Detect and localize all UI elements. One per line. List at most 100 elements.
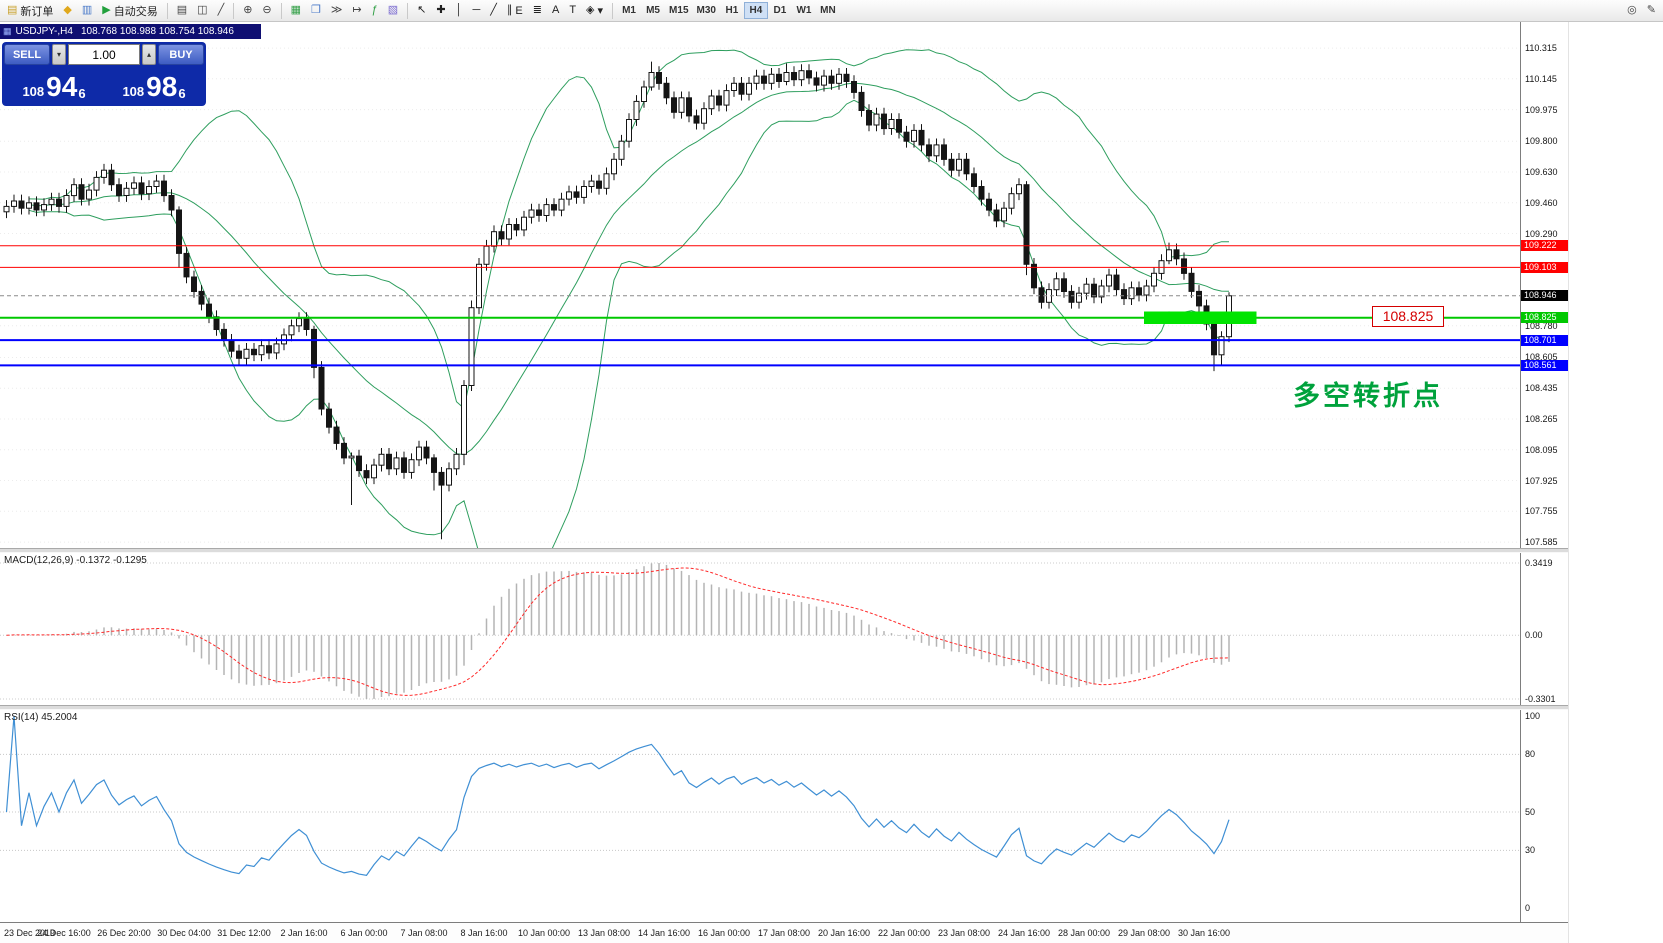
time-axis-label: 24 Dec 16:00 <box>37 928 91 938</box>
chart-shift-button[interactable]: ↦ <box>347 2 366 20</box>
tile-windows-button[interactable]: ▦ <box>286 2 306 20</box>
symbol-title: USDJPY-,H4 <box>15 26 73 37</box>
timeframe-m15-button[interactable]: M15 <box>665 2 692 19</box>
price-tick: 109.975 <box>1525 105 1558 115</box>
sell-price-display[interactable]: 108 94 6 <box>22 71 86 102</box>
label-button[interactable]: T <box>564 2 581 20</box>
timeframe-m1-button[interactable]: M1 <box>617 2 641 19</box>
timeframe-w1-button[interactable]: W1 <box>792 2 816 19</box>
candles-button[interactable]: ◫ <box>192 2 212 20</box>
cursor-icon: ↖ <box>417 4 427 16</box>
indicators-button[interactable]: ƒ <box>367 2 383 20</box>
time-axis-label: 30 Dec 04:00 <box>157 928 211 938</box>
cascade-windows-button[interactable]: ❐ <box>306 2 326 20</box>
timeframe-mn-button[interactable]: MN <box>816 2 840 19</box>
rsi-scale-value: 50 <box>1525 807 1536 817</box>
vertical-line-button[interactable]: │ <box>451 2 468 20</box>
label-icon: T <box>569 4 577 16</box>
time-axis-label: 6 Jan 00:00 <box>340 928 388 938</box>
toolbar-separator <box>280 2 282 19</box>
symbol-bar: ▦ USDJPY-,H4 108.768 108.988 108.754 108… <box>0 24 261 39</box>
quick-edit-button[interactable]: ✎ <box>1642 2 1661 20</box>
price-tick: 108.095 <box>1525 445 1558 455</box>
sell-button[interactable]: SELL <box>4 44 50 65</box>
zoom-in-button[interactable]: ⊕ <box>238 2 257 20</box>
panel-splitter[interactable] <box>0 705 1568 710</box>
indicators-icon: ƒ <box>371 4 378 16</box>
timeframe-m30-button[interactable]: M30 <box>693 2 720 19</box>
price-tick: 107.755 <box>1525 506 1558 516</box>
line-chart-icon: ╱ <box>217 4 225 16</box>
window-right-margin <box>1568 22 1663 943</box>
cascade-windows-icon: ❐ <box>311 4 321 16</box>
rsi-panel: RSI(14) 45.2004 100 80 50 30 0 <box>0 710 1568 922</box>
rsi-canvas[interactable] <box>0 710 1520 922</box>
timeframe-m5-button[interactable]: M5 <box>641 2 665 19</box>
line-chart-button[interactable]: ╱ <box>213 2 230 20</box>
metaeditor-icon: ◆ <box>63 4 72 16</box>
timeframe-d1-button[interactable]: D1 <box>768 2 792 19</box>
fibonacci-button[interactable]: ≣ <box>528 2 547 20</box>
panel-splitter[interactable] <box>0 548 1568 553</box>
buy-button[interactable]: BUY <box>158 44 204 65</box>
volume-input[interactable] <box>68 44 140 65</box>
templates-button[interactable]: ▧ <box>383 2 403 20</box>
time-axis[interactable]: 23 Dec 2019 24 Dec 16:00 26 Dec 20:00 30 De… <box>0 922 1663 943</box>
crosshair-button[interactable]: ✚ <box>431 2 450 20</box>
time-axis-label: 23 Dec 2019 <box>4 928 56 938</box>
time-axis-label: 31 Dec 12:00 <box>217 928 271 938</box>
macd-grid-layer <box>0 562 1520 700</box>
market-watch-button[interactable]: ▥ <box>77 2 97 20</box>
channel-button[interactable]: ∥ E <box>502 2 528 20</box>
zoom-out-button[interactable]: ⊖ <box>257 2 276 20</box>
volume-increase-button[interactable]: ▴ <box>142 44 156 65</box>
toolbar-separator <box>233 2 235 19</box>
macd-canvas[interactable] <box>0 553 1520 705</box>
highlight-zone <box>1144 311 1257 324</box>
macd-histogram-layer <box>13 563 1230 699</box>
new-order-button[interactable]: ▤ 新订单 <box>2 2 58 20</box>
search-button[interactable]: ◎ <box>1622 2 1642 20</box>
cursor-button[interactable]: ↖ <box>412 2 431 20</box>
templates-icon: ▧ <box>387 4 399 16</box>
fibonacci-icon: ≣ <box>532 4 542 16</box>
channel-icon: ∥ <box>506 4 513 16</box>
shapes-icon: ◈ <box>586 4 595 16</box>
main-chart-canvas[interactable] <box>0 22 1520 548</box>
price-tick: 109.630 <box>1525 167 1558 177</box>
horizontal-line-icon: ─ <box>472 4 481 16</box>
price-tick: 108.265 <box>1525 414 1558 424</box>
autotrading-button[interactable]: ▶ 自动交易 <box>97 2 162 20</box>
horizontal-line-button[interactable]: ─ <box>467 2 485 20</box>
macd-scale[interactable]: 0.3419 0.00 -0.3301 <box>1520 553 1568 705</box>
zoom-in-icon: ⊕ <box>243 4 253 16</box>
price-line-badge: 108.561 <box>1521 360 1568 371</box>
bars-icon: ▤ <box>176 4 188 16</box>
metaeditor-button[interactable]: ◆ <box>58 2 76 20</box>
rsi-scale[interactable]: 100 80 50 30 0 <box>1520 710 1568 922</box>
timeframe-h1-button[interactable]: H1 <box>720 2 744 19</box>
price-tick: 107.585 <box>1525 537 1558 547</box>
macd-scale-value: 0.3419 <box>1525 558 1553 568</box>
price-line-badge: 109.222 <box>1521 240 1568 251</box>
time-axis-label: 29 Jan 08:00 <box>1117 928 1171 938</box>
trendline-button[interactable]: ╱ <box>485 2 502 20</box>
price-scale[interactable]: 110.315 110.145 109.975 109.800 109.630 109.4… <box>1520 22 1568 548</box>
shapes-button[interactable]: ◈ ▾ <box>581 2 608 20</box>
edit-icon: ✎ <box>1646 4 1656 16</box>
text-button[interactable]: A <box>547 2 564 20</box>
bars-button[interactable]: ▤ <box>172 2 192 20</box>
rsi-grid-layer <box>0 753 1520 851</box>
timeframe-h4-button[interactable]: H4 <box>743 2 768 19</box>
time-axis-label: 23 Jan 08:00 <box>937 928 991 938</box>
time-axis-label: 22 Jan 00:00 <box>877 928 931 938</box>
time-axis-label: 16 Jan 00:00 <box>697 928 751 938</box>
buy-price-display[interactable]: 108 98 6 <box>122 71 186 102</box>
chart-shift-icon: ↦ <box>352 4 362 16</box>
time-axis-label: 26 Dec 20:00 <box>97 928 151 938</box>
time-axis-label: 8 Jan 16:00 <box>460 928 508 938</box>
volume-decrease-button[interactable]: ▾ <box>52 44 66 65</box>
price-tick: 107.925 <box>1525 476 1558 486</box>
auto-scroll-button[interactable]: ≫ <box>326 2 348 20</box>
